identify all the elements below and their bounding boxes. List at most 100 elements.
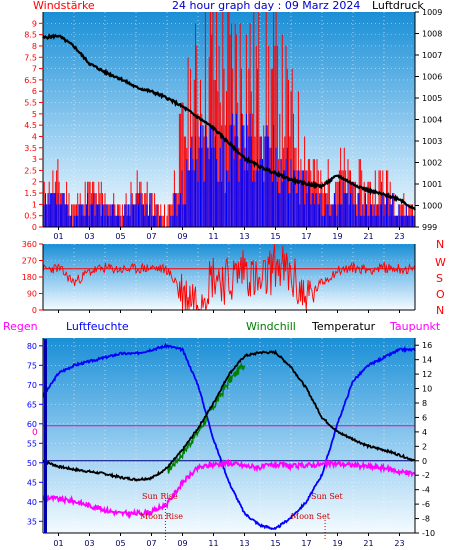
temp-tick-label: 8 [422, 399, 427, 408]
right-tick-label: 1000 [422, 202, 442, 211]
dotted-gridlines [43, 12, 415, 533]
humidity-line [42, 342, 416, 531]
right-tick-label: 1007 [422, 51, 442, 60]
right-tick-label: 1005 [422, 94, 442, 103]
x-tick-label-bottom: 11 [208, 539, 218, 548]
windchill-line [166, 362, 246, 474]
axes [42, 12, 416, 534]
temp-tick-label: 16 [422, 341, 432, 350]
dewpoint-line [42, 458, 416, 520]
legend-luftfeuchte: Luftfeuchte [66, 320, 129, 333]
sun-rise-label: Sun Rise [142, 492, 178, 501]
moon-rise-label: Moon Rise [140, 512, 183, 521]
x-tick-label-bottom: 23 [394, 539, 404, 548]
x-tick-label-bottom: 13 [239, 539, 249, 548]
moon-set-label: Moon Set [291, 512, 330, 521]
humidity-tick-label: 35 [27, 517, 37, 526]
left-tick-label: 0 [32, 223, 37, 232]
x-tick-label-bottom: 03 [84, 539, 94, 548]
wind-direction-line [42, 243, 416, 311]
zero-marker-label: 0 [32, 428, 38, 438]
legend-windchill: Windchill [246, 320, 296, 333]
humidity-tick-label: 75 [27, 361, 37, 370]
dir-letter-o: O [436, 288, 445, 301]
x-tick-label-top: 15 [270, 232, 280, 241]
bottom-plot-area [43, 338, 415, 533]
humidity-tick-label: 80 [27, 342, 37, 351]
x-tick-label-top: 03 [84, 232, 94, 241]
left-tick-label: 8 [32, 42, 37, 51]
x-tick-label-bottom: 05 [115, 539, 125, 548]
x-tick-label-top: 21 [363, 232, 373, 241]
left-tick-label: 0.5 [24, 212, 37, 221]
right-tick-label: 1002 [422, 159, 442, 168]
right-tick-label: 1004 [422, 116, 442, 125]
x-tick-label-top: 09 [177, 232, 187, 241]
x-tick-label-bottom: 09 [177, 539, 187, 548]
legend-temperatur: Temperatur [312, 320, 376, 333]
x-tick-label-bottom: 19 [332, 539, 342, 548]
x-tick-label-top: 07 [146, 232, 156, 241]
left-tick-label: 5.5 [24, 99, 37, 108]
left-tick-label: 8.5 [24, 31, 37, 40]
x-tick-label-top: 01 [53, 232, 63, 241]
right-tick-label: 1009 [422, 8, 442, 17]
temp-tick-label: 10 [422, 385, 432, 394]
right-tick-label: 1006 [422, 73, 442, 82]
left-axis-title: Windstärke [33, 0, 95, 12]
left-tick-label: 1 [32, 200, 37, 209]
x-tick-label-top: 05 [115, 232, 125, 241]
left-tick-label: 3.5 [24, 144, 37, 153]
right-tick-label: 1001 [422, 180, 442, 189]
temp-tick-label: 14 [422, 356, 432, 365]
humidity-tick-label: 45 [27, 478, 37, 487]
right-tick-label: 1003 [422, 137, 442, 146]
legend-taupunkt: Taupunkt [390, 320, 441, 333]
dir-letter-n-top: N [436, 238, 445, 251]
left-tick-label: 4.5 [24, 121, 37, 130]
x-tick-label-bottom: 15 [270, 539, 280, 548]
x-tick-label-top: 23 [394, 232, 404, 241]
dir-letter-w: W [435, 256, 446, 269]
right-axis-title: Luftdruck [372, 0, 424, 12]
temp-tick-label: 2 [422, 442, 427, 451]
temp-tick-label: 6 [422, 413, 427, 422]
left-tick-label: 7 [32, 65, 37, 74]
humidity-tick-label: 70 [27, 381, 37, 390]
humidity-tick-label: 50 [27, 459, 37, 468]
left-tick-label: 6 [32, 87, 37, 96]
legend-regen: Regen [3, 320, 38, 333]
dir-letter-n-bottom: N [436, 304, 445, 317]
pressure-line [42, 33, 416, 211]
dir-tick-label: 180 [22, 273, 37, 282]
temp-tick-label: -2 [422, 471, 430, 480]
dir-tick-label: 360 [22, 240, 37, 249]
left-tick-label: 6.5 [24, 76, 37, 85]
dir-tick-label: 270 [22, 257, 37, 266]
left-tick-label: 1.5 [24, 189, 37, 198]
humidity-tick-label: 40 [27, 498, 37, 507]
x-tick-label-bottom: 01 [53, 539, 63, 548]
temp-tick-label: -8 [422, 515, 430, 524]
x-tick-label-bottom: 21 [363, 539, 373, 548]
page-title: 24 hour graph day : 09 Marz 2024 [172, 0, 361, 12]
x-tick-label-top: 17 [301, 232, 311, 241]
humidity-tick-label: 55 [27, 439, 37, 448]
temp-tick-label: -10 [422, 529, 435, 538]
temp-tick-label: -4 [422, 486, 430, 495]
left-tick-label: 2.5 [24, 166, 37, 175]
right-tick-label: 999 [422, 223, 437, 232]
right-tick-label: 1008 [422, 30, 442, 39]
sun-set-label: Sun Set [311, 492, 343, 501]
temp-tick-label: 0 [422, 457, 427, 466]
left-tick-label: 2 [32, 178, 37, 187]
left-tick-label: 3 [32, 155, 37, 164]
humidity-tick-label: 65 [27, 400, 37, 409]
axis-ticks: 00.511.522.533.544.555.566.577.588.59999… [22, 8, 443, 548]
regen-axis-bar [44, 339, 47, 533]
dir-tick-label: 90 [27, 290, 37, 299]
left-tick-label: 5 [32, 110, 37, 119]
dir-tick-label: 0 [32, 306, 37, 315]
temp-tick-label: -6 [422, 500, 430, 509]
